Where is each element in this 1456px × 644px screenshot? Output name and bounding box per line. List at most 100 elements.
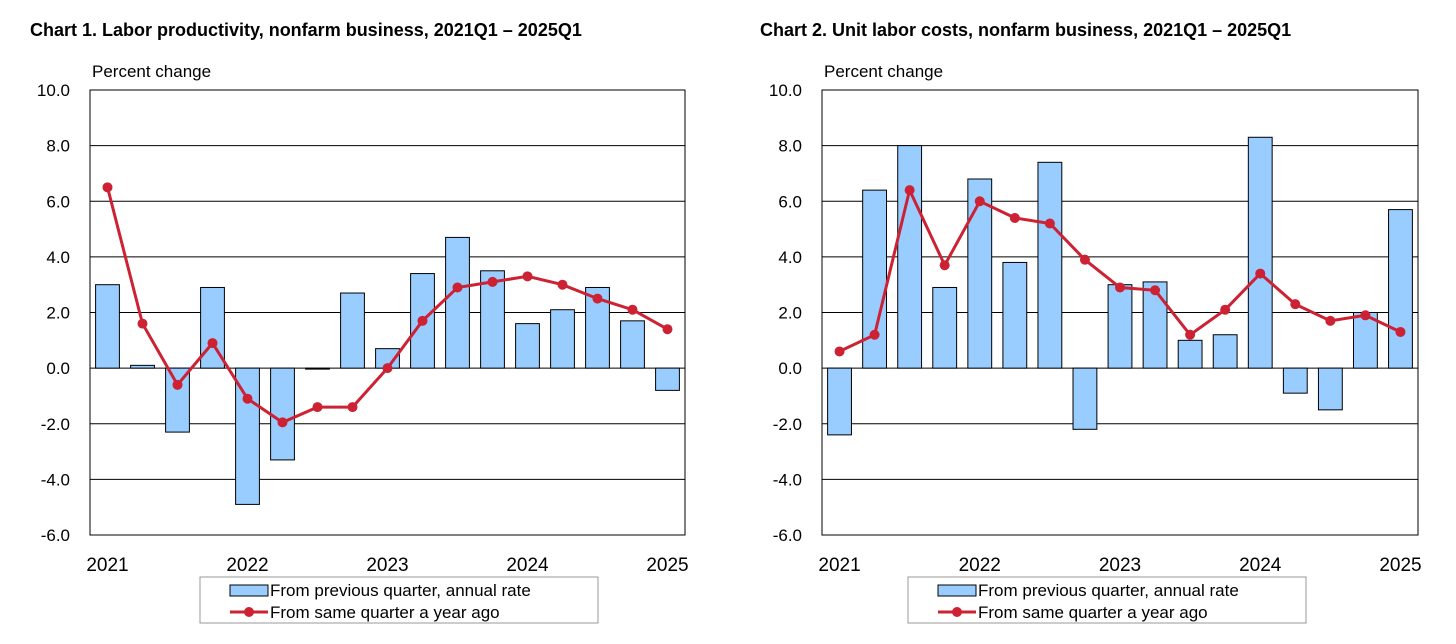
bar (1247, 136, 1273, 369)
chart-unit-labor-costs: Chart 2. Unit labor costs, nonfarm busin… (728, 0, 1456, 644)
y-tick-label: 6.0 (778, 192, 802, 211)
bar (1107, 284, 1133, 369)
bar (1002, 261, 1028, 369)
plot-border (89, 89, 686, 536)
line-point (347, 402, 358, 413)
legend-label: From previous quarter, annual rate (270, 581, 531, 600)
y-tick-label: -4.0 (773, 470, 802, 489)
line-point (312, 402, 323, 413)
y-tick-label: -6.0 (41, 526, 70, 545)
legend-label: From same quarter a year ago (270, 603, 500, 622)
line-point (1325, 315, 1336, 326)
bar (862, 189, 888, 369)
line-point (1185, 329, 1196, 340)
line-point (522, 271, 533, 282)
legend-line-marker (952, 607, 962, 617)
legend: From previous quarter, annual rate From s… (199, 576, 599, 624)
bar (1142, 281, 1168, 369)
bar (550, 309, 575, 369)
line-point (1079, 254, 1090, 265)
line-point (557, 279, 568, 290)
chart-labor-productivity: Chart 1. Labor productivity, nonfarm bus… (30, 20, 689, 624)
legend-bar-swatch (229, 584, 269, 597)
y-axis-label: Percent change (92, 62, 211, 81)
y-tick-label: -4.0 (41, 470, 70, 489)
legend-label: From same quarter a year ago (978, 603, 1208, 622)
bar (585, 286, 610, 369)
line-point (974, 196, 985, 207)
x-tick-label: 2021 (86, 555, 128, 576)
bar (95, 284, 120, 369)
y-tick-label: -6.0 (773, 526, 802, 545)
x-tick-label: 2022 (959, 555, 1001, 576)
line-point (1395, 326, 1406, 337)
chart-plot-area: Percent change -6.0 -4.0 -2.0 0.0 2.0 4.0 6.0 8.… (769, 62, 1422, 624)
line-point (662, 324, 673, 335)
y-tick-label: 10.0 (769, 81, 802, 100)
y-tick-label: -2.0 (41, 415, 70, 434)
line-point (452, 282, 463, 293)
y-tick-label: 10.0 (37, 81, 70, 100)
bar (620, 320, 645, 369)
x-tick-label: 2024 (1239, 555, 1282, 576)
y-tick-label: 6.0 (46, 192, 70, 211)
bar (1072, 367, 1098, 430)
line-point (1360, 310, 1371, 321)
bar (1212, 334, 1238, 369)
y-tick-label: 0.0 (778, 359, 802, 378)
line-point (102, 182, 113, 193)
chart-title: Chart 2. Unit labor costs, nonfarm busin… (760, 20, 1292, 40)
line-point (1044, 218, 1055, 229)
line-point (939, 260, 950, 271)
bar (235, 367, 260, 505)
chart-title: Chart 1. Labor productivity, nonfarm bus… (30, 20, 582, 40)
line-point (627, 304, 638, 315)
legend-bar-swatch (937, 584, 977, 597)
plot-border (821, 89, 1419, 536)
bar (897, 145, 923, 369)
legend-label: From previous quarter, annual rate (978, 581, 1239, 600)
bar (130, 364, 155, 369)
line-point (834, 346, 845, 357)
bar (1282, 367, 1308, 394)
bar (932, 286, 958, 369)
line-point (1009, 212, 1020, 223)
line-point (277, 417, 288, 428)
bar (1317, 367, 1343, 411)
bar (1388, 209, 1413, 369)
bar (165, 367, 190, 433)
line-point (1150, 285, 1161, 296)
y-tick-label: 0.0 (46, 359, 70, 378)
line-point (137, 318, 148, 329)
line-point (487, 276, 498, 287)
bar (655, 367, 680, 391)
bar (1177, 339, 1203, 369)
bar (445, 236, 470, 369)
chart-plot-area: Percent change -6.0 -4.0 -2.0 0.0 2.0 4.0 6.0 8.… (37, 62, 689, 624)
y-axis-label: Percent change (824, 62, 943, 81)
line-point (1220, 304, 1231, 315)
y-tick-label: 2.0 (778, 304, 802, 323)
y-tick-label: 8.0 (46, 137, 70, 156)
line-point (242, 393, 253, 404)
y-tick-label: 4.0 (46, 248, 70, 267)
bar (827, 367, 852, 436)
x-tick-label: 2024 (506, 555, 549, 576)
x-tick-label: 2025 (1379, 555, 1421, 576)
y-tick-label: -2.0 (773, 415, 802, 434)
line-point (172, 379, 183, 390)
line-point (207, 338, 218, 349)
line-point (1115, 282, 1125, 293)
x-tick-label: 2023 (1099, 555, 1141, 576)
legend: From previous quarter, annual rate From s… (907, 576, 1307, 624)
bar (305, 367, 330, 370)
line-point (417, 315, 428, 326)
y-tick-label: 4.0 (778, 248, 802, 267)
line-point (1290, 299, 1301, 310)
bar (340, 292, 365, 369)
legend-line-marker (244, 607, 254, 617)
bar (515, 323, 540, 369)
line-point (382, 363, 393, 374)
x-tick-label: 2022 (226, 555, 268, 576)
line-point (592, 293, 603, 304)
